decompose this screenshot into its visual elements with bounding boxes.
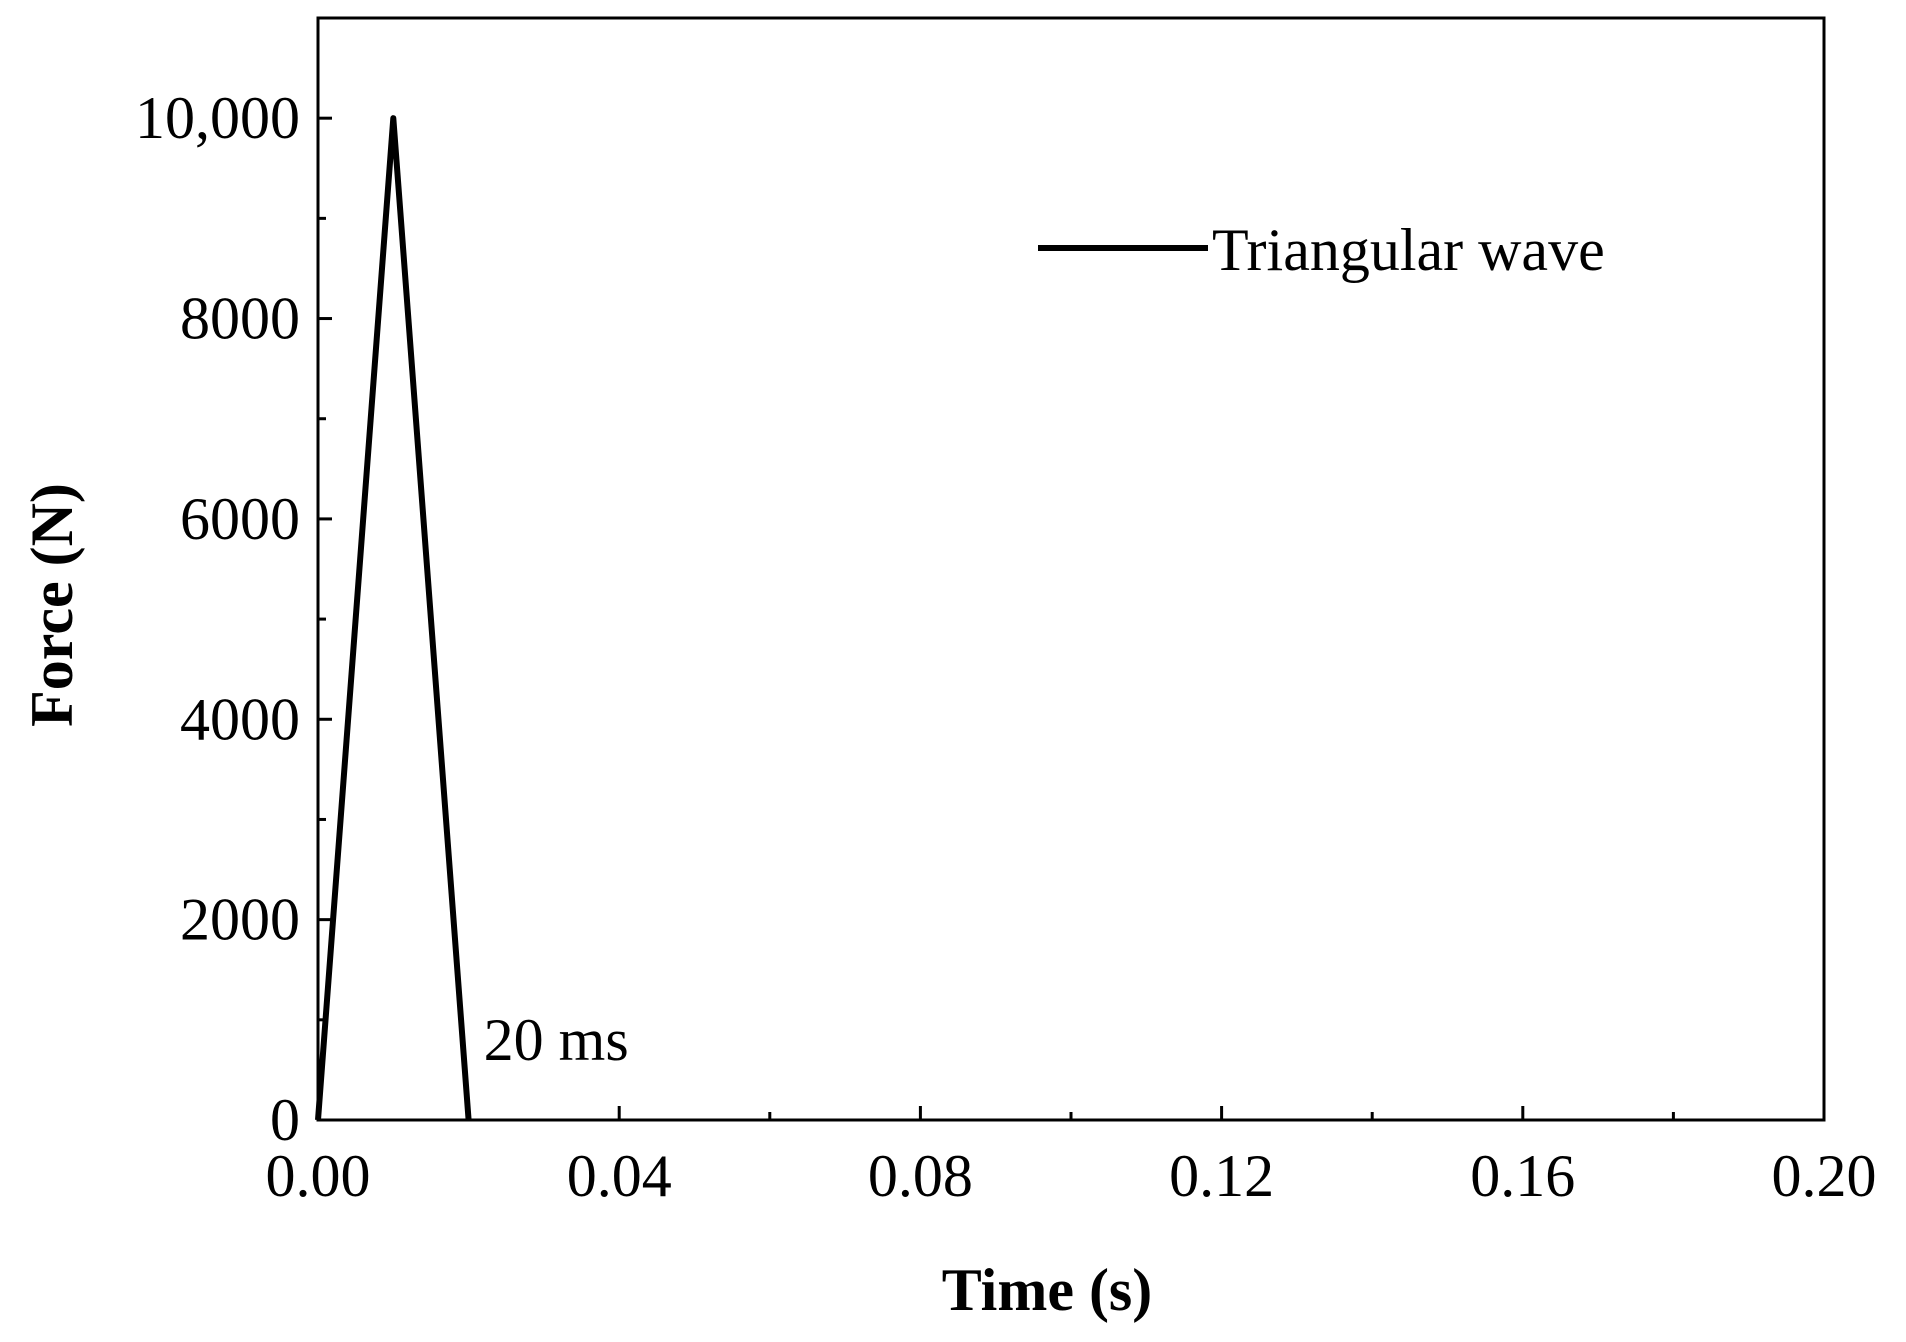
x-tick-label: 0.00 [266, 1143, 371, 1209]
x-tick-label: 0.20 [1772, 1143, 1877, 1209]
legend: Triangular wave [1038, 217, 1605, 283]
annotation-layer: 20 ms [484, 1007, 629, 1073]
y-tick-label: 10,000 [135, 85, 300, 151]
x-tick-label: 0.08 [868, 1143, 973, 1209]
y-tick-label: 4000 [180, 686, 300, 752]
y-axis: 0 2000 4000 6000 8000 10,000 [135, 85, 332, 1153]
y-tick-label: 8000 [180, 286, 300, 352]
x-tick-label: 0.04 [567, 1143, 672, 1209]
x-axis: 0.00 0.04 0.08 0.12 0.16 0.20 [266, 1106, 1877, 1209]
legend-label: Triangular wave [1212, 217, 1605, 283]
annotation-label: 20 ms [484, 1007, 629, 1073]
y-tick-label: 2000 [180, 887, 300, 953]
y-axis-title: Force (N) [19, 483, 85, 727]
x-tick-label: 0.12 [1169, 1143, 1274, 1209]
series-line-triangular-wave [315, 115, 472, 1121]
y-tick-label: 6000 [180, 486, 300, 552]
plot-frame [316, 16, 1826, 1122]
x-axis-title: Time (s) [942, 1257, 1153, 1323]
y-tick-label: 0 [270, 1087, 300, 1153]
series-layer [315, 115, 472, 1121]
x-tick-label: 0.16 [1470, 1143, 1575, 1209]
